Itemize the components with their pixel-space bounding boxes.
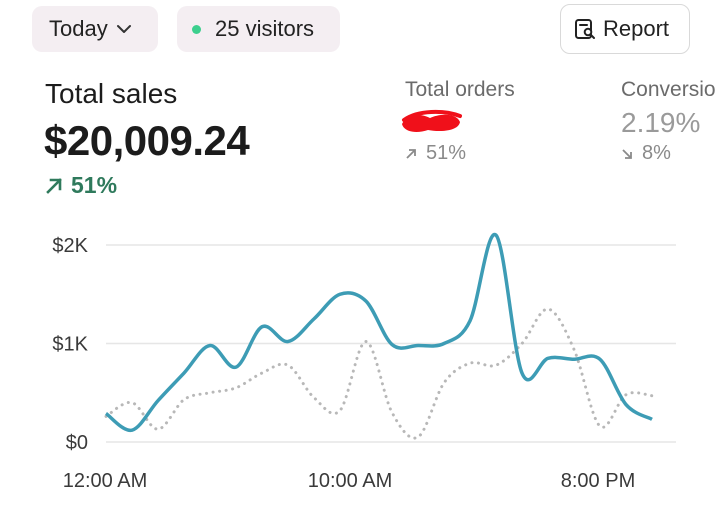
arrow-down-right-icon — [622, 148, 632, 159]
live-status-dot-icon — [192, 24, 201, 34]
y-axis-ticks: $0 $1K $2K — [52, 235, 88, 454]
period-label: Today — [49, 16, 108, 41]
x-axis-ticks: 12:00 AM 10:00 AM 8:00 PM — [63, 470, 636, 492]
chevron-down-icon — [116, 24, 132, 34]
redaction-scribble — [402, 109, 462, 132]
conversion-change: 8% — [621, 142, 671, 165]
y-tick-label: $0 — [66, 432, 88, 454]
visitors-badge[interactable]: 25 visitors — [177, 6, 340, 52]
total-orders-change: 51% — [405, 142, 466, 165]
x-tick-label: 12:00 AM — [63, 470, 148, 492]
conversion-value: 2.19% — [621, 107, 701, 138]
total-sales-change-value: 51% — [71, 172, 118, 198]
arrow-up-right-icon — [46, 177, 62, 194]
period-filter-dropdown[interactable]: Today — [32, 6, 158, 52]
visitors-label: 25 visitors — [215, 16, 315, 41]
total-sales-title: Total sales — [45, 78, 178, 109]
x-tick-label: 10:00 AM — [308, 470, 393, 492]
comparison-series-line — [104, 307, 654, 440]
total-orders-title: Total orders — [405, 78, 515, 101]
sales-line-chart: $0 $1K $2K 12:00 AM 10:00 AM 8:00 PM — [52, 233, 676, 492]
conversion-change-value: 8% — [642, 142, 671, 164]
arrow-up-right-icon — [406, 148, 416, 159]
chart-series — [104, 233, 654, 440]
report-icon — [575, 19, 595, 39]
conversion-title: Conversio — [621, 78, 716, 101]
x-tick-label: 8:00 PM — [561, 470, 635, 492]
report-button[interactable]: Report — [560, 4, 690, 54]
total-sales-change: 51% — [45, 172, 117, 199]
current-series-line — [104, 233, 653, 432]
y-tick-label: $2K — [52, 235, 88, 257]
total-orders-change-value: 51% — [426, 142, 467, 164]
report-label: Report — [603, 16, 670, 41]
y-tick-label: $1K — [52, 334, 88, 356]
total-sales-value: $20,009.24 — [44, 117, 250, 164]
